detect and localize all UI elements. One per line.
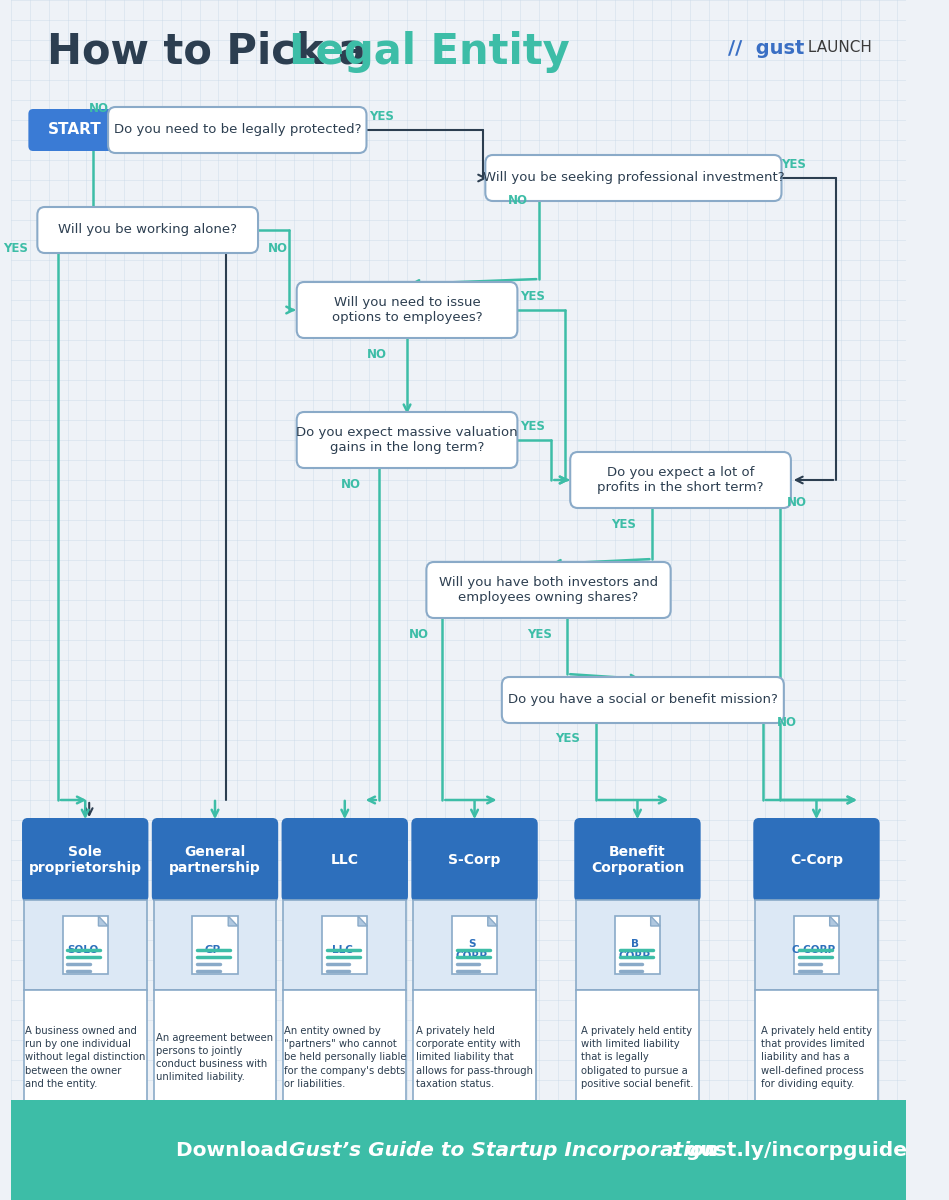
FancyBboxPatch shape [37, 206, 258, 253]
Polygon shape [651, 916, 661, 926]
Polygon shape [228, 916, 237, 926]
Bar [24, 990, 146, 1126]
Text: YES: YES [611, 517, 637, 530]
Text: Will you be seeking professional investment?: Will you be seeking professional investm… [483, 172, 784, 185]
Polygon shape [358, 916, 367, 926]
Text: Will you be working alone?: Will you be working alone? [58, 223, 237, 236]
Bar [576, 990, 698, 1126]
Bar [284, 900, 406, 990]
Bar [413, 990, 536, 1126]
Text: NO: NO [367, 348, 387, 360]
FancyBboxPatch shape [570, 452, 791, 508]
Text: A privately held entity
that provides limited
liability and has a
well-defined p: A privately held entity that provides li… [761, 1026, 872, 1088]
Polygon shape [99, 916, 108, 926]
FancyBboxPatch shape [282, 818, 408, 902]
Text: Will you have both investors and
employees owning shares?: Will you have both investors and employe… [439, 576, 658, 604]
Text: Sole
proprietorship: Sole proprietorship [28, 845, 141, 875]
Bar [793, 916, 839, 974]
FancyBboxPatch shape [28, 109, 121, 151]
Bar [452, 916, 497, 974]
FancyBboxPatch shape [426, 562, 671, 618]
FancyBboxPatch shape [411, 818, 538, 902]
Text: Do you have a social or benefit mission?: Do you have a social or benefit mission? [508, 694, 778, 707]
Text: LAUNCH: LAUNCH [803, 41, 872, 55]
Text: How to Pick a: How to Pick a [47, 31, 381, 73]
Bar [63, 916, 108, 974]
Text: Do you expect massive valuation
gains in the long term?: Do you expect massive valuation gains in… [296, 426, 518, 454]
Polygon shape [829, 916, 839, 926]
Text: General
partnership: General partnership [169, 845, 261, 875]
Text: GP: GP [204, 946, 220, 955]
FancyBboxPatch shape [754, 818, 880, 902]
Text: A privately held
corporate entity with
limited liability that
allows for pass-th: A privately held corporate entity with l… [416, 1026, 533, 1088]
Text: C-Corp: C-Corp [790, 853, 843, 866]
Bar [154, 990, 276, 1126]
Text: NO: NO [268, 241, 288, 254]
Text: C-CORP: C-CORP [791, 946, 836, 955]
FancyBboxPatch shape [297, 282, 517, 338]
Text: YES: YES [781, 157, 807, 170]
FancyBboxPatch shape [108, 107, 366, 152]
Bar [284, 990, 406, 1126]
Bar [24, 900, 146, 990]
Text: LLC: LLC [331, 853, 359, 866]
Text: B
CORP: B CORP [619, 940, 651, 961]
Text: Benefit
Corporation: Benefit Corporation [591, 845, 684, 875]
Text: An agreement between
persons to jointly
conduct business with
unlimited liabilit: An agreement between persons to jointly … [157, 1033, 273, 1082]
Bar [755, 990, 878, 1126]
Text: Will you need to issue
options to employees?: Will you need to issue options to employ… [332, 296, 482, 324]
Text: YES: YES [3, 241, 28, 254]
Bar [154, 900, 276, 990]
Bar [322, 916, 367, 974]
Text: ∕∕  gust: ∕∕ gust [728, 38, 804, 58]
Text: NO: NO [509, 193, 529, 206]
Text: YES: YES [369, 109, 394, 122]
Bar [615, 916, 661, 974]
Bar [413, 900, 536, 990]
Text: SOLO: SOLO [66, 946, 98, 955]
Text: Legal Entity: Legal Entity [289, 31, 570, 73]
Text: A business owned and
run by one individual
without legal distinction
between the: A business owned and run by one individu… [25, 1026, 145, 1088]
Text: An entity owned by
"partners" who cannot
be held personally liable
for the compa: An entity owned by "partners" who cannot… [284, 1026, 406, 1088]
Text: Gust’s Guide to Startup Incorporation: Gust’s Guide to Startup Incorporation [289, 1140, 718, 1159]
Polygon shape [488, 916, 497, 926]
Text: A privately held entity
with limited liability
that is legally
obligated to purs: A privately held entity with limited lia… [581, 1026, 694, 1088]
FancyBboxPatch shape [152, 818, 278, 902]
Bar [193, 916, 237, 974]
Text: LLC: LLC [331, 946, 352, 955]
Text: Do you need to be legally protected?: Do you need to be legally protected? [114, 124, 361, 137]
FancyBboxPatch shape [574, 818, 700, 902]
Text: S-Corp: S-Corp [448, 853, 501, 866]
Text: Do you expect a lot of
profits in the short term?: Do you expect a lot of profits in the sh… [597, 466, 764, 494]
Text: NO: NO [776, 715, 796, 728]
Text: YES: YES [555, 732, 580, 745]
Text: NO: NO [409, 628, 429, 641]
Text: NO: NO [341, 478, 361, 491]
FancyBboxPatch shape [502, 677, 784, 722]
Text: S
CORP: S CORP [456, 940, 488, 961]
Bar [11, 1100, 906, 1200]
Bar [576, 900, 698, 990]
Text: NO: NO [787, 496, 807, 509]
Text: NO: NO [88, 102, 108, 114]
FancyBboxPatch shape [297, 412, 517, 468]
Text: YES: YES [520, 420, 545, 432]
FancyBboxPatch shape [485, 155, 781, 200]
Text: : gust.ly/incorpguide: : gust.ly/incorpguide [671, 1140, 907, 1159]
Text: YES: YES [527, 628, 551, 641]
FancyBboxPatch shape [22, 818, 148, 902]
Text: START: START [48, 122, 102, 138]
Bar [755, 900, 878, 990]
Text: Download: Download [176, 1140, 295, 1159]
Text: YES: YES [520, 289, 545, 302]
